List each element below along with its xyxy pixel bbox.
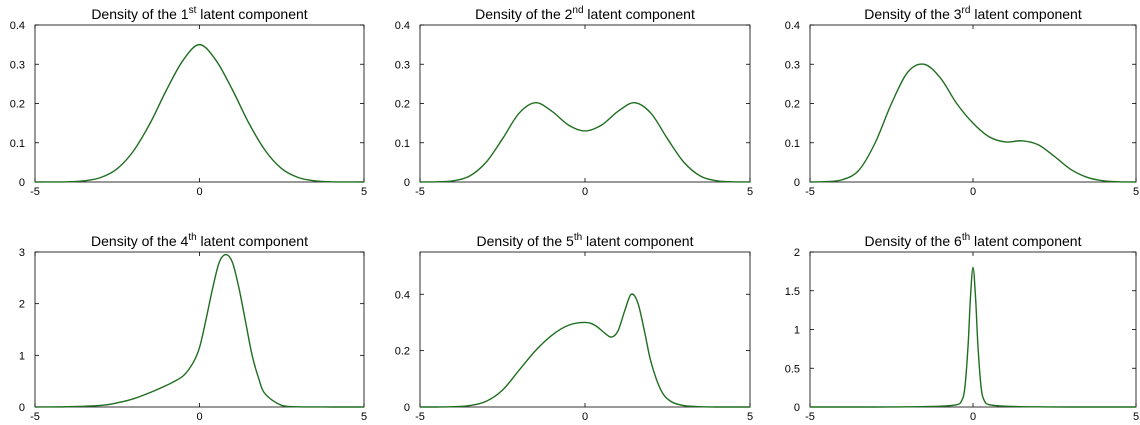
panel-6: Density of the 6th latent component -5 0 5 0… bbox=[785, 232, 1139, 423]
y-tick-label: 0 bbox=[794, 402, 800, 414]
x-tick-label: 0 bbox=[582, 411, 588, 423]
y-tick-label: 0.2 bbox=[785, 99, 800, 111]
title-text: latent component bbox=[970, 6, 1081, 22]
density-curve bbox=[34, 253, 364, 408]
y-tick-label: 0.1 bbox=[10, 138, 25, 150]
panel-title: Density of the 1st latent component bbox=[91, 5, 307, 22]
title-text: latent component bbox=[196, 6, 307, 22]
y-tick-label: 3 bbox=[19, 247, 25, 259]
panel-title: Density of the 4th latent component bbox=[91, 232, 308, 249]
x-tick-label: 5 bbox=[1133, 186, 1139, 198]
x-tick-label: 0 bbox=[196, 411, 202, 423]
panel-5: Density of the 5th latent component -5 0 5 0… bbox=[395, 232, 753, 423]
title-superscript: th bbox=[962, 232, 970, 243]
title-superscript: st bbox=[189, 5, 197, 16]
title-text: Density of the 1 bbox=[91, 6, 188, 22]
y-tick-label: 0.1 bbox=[395, 138, 410, 150]
title-text: Density of the 2 bbox=[475, 6, 572, 22]
y-tick-label: 1 bbox=[794, 325, 800, 337]
x-tick-label: 0 bbox=[196, 186, 202, 198]
x-tick-label: 0 bbox=[970, 411, 976, 423]
y-tick-label: 0.3 bbox=[10, 59, 25, 71]
y-tick-label: 0.5 bbox=[785, 363, 800, 375]
y-tick-label: 1.5 bbox=[785, 286, 800, 298]
x-tick-label: -5 bbox=[415, 186, 425, 198]
panel-3: Density of the 3rd latent component -5 0 5 0… bbox=[785, 5, 1139, 198]
y-tick-label: 0.4 bbox=[785, 20, 800, 32]
y-tick-label: 0.2 bbox=[395, 99, 410, 111]
axes-box bbox=[34, 24, 365, 183]
y-tick-label: 0.3 bbox=[395, 59, 410, 71]
axes-box bbox=[809, 251, 1137, 408]
density-curve bbox=[419, 102, 751, 183]
y-tick-label: 0.4 bbox=[395, 20, 410, 32]
density-curve bbox=[34, 43, 365, 183]
y-tick-label: 0.4 bbox=[10, 20, 25, 32]
y-tick-label: 0.2 bbox=[10, 99, 25, 111]
title-text: Density of the 6 bbox=[865, 233, 962, 249]
y-tick-label: 0.1 bbox=[785, 138, 800, 150]
y-tick-label: 0 bbox=[19, 177, 25, 189]
panel-4: Density of the 4th latent component -5 0 5 0… bbox=[19, 232, 367, 423]
title-text: Density of the 5 bbox=[477, 233, 574, 249]
y-tick-label: 0 bbox=[404, 177, 410, 189]
x-tick-label: 5 bbox=[361, 186, 367, 198]
y-tick-label: 1 bbox=[19, 350, 25, 362]
y-tick-label: 0.3 bbox=[785, 59, 800, 71]
panel-1: Density of the 1st latent component -5 0 5 0… bbox=[10, 5, 367, 198]
title-text: latent component bbox=[584, 6, 695, 22]
title-text: Density of the 3 bbox=[864, 6, 961, 22]
title-superscript: th bbox=[574, 232, 582, 243]
x-tick-label: 0 bbox=[582, 186, 588, 198]
x-tick-label: -5 bbox=[30, 411, 40, 423]
title-superscript: th bbox=[188, 232, 196, 243]
title-superscript: rd bbox=[962, 5, 971, 16]
axes-box bbox=[34, 251, 365, 408]
panel-title: Density of the 6th latent component bbox=[865, 232, 1082, 249]
density-curve bbox=[809, 266, 1136, 408]
panel-2: Density of the 2nd latent component -5 0 5 0… bbox=[395, 5, 753, 198]
panel-title: Density of the 3rd latent component bbox=[864, 5, 1082, 22]
title-superscript: nd bbox=[572, 5, 583, 16]
x-tick-label: 5 bbox=[361, 411, 367, 423]
axes-box bbox=[809, 24, 1137, 183]
y-tick-label: 0 bbox=[404, 402, 410, 414]
title-text: Density of the 4 bbox=[91, 233, 188, 249]
density-curve bbox=[419, 293, 750, 408]
title-text: latent component bbox=[197, 233, 308, 249]
title-text: latent component bbox=[582, 233, 693, 249]
y-tick-label: 2 bbox=[794, 247, 800, 259]
x-tick-label: 0 bbox=[970, 186, 976, 198]
x-tick-label: -5 bbox=[805, 411, 815, 423]
axes-box bbox=[419, 251, 751, 408]
axes-box bbox=[419, 24, 751, 183]
x-tick-label: 5 bbox=[1133, 411, 1139, 423]
y-tick-label: 0 bbox=[19, 402, 25, 414]
y-tick-label: 0.4 bbox=[395, 289, 410, 301]
y-tick-label: 0 bbox=[794, 177, 800, 189]
x-tick-label: -5 bbox=[30, 186, 40, 198]
panel-title: Density of the 2nd latent component bbox=[475, 5, 695, 22]
title-text: latent component bbox=[970, 233, 1081, 249]
density-curve bbox=[809, 63, 1137, 183]
y-tick-label: 0.2 bbox=[395, 346, 410, 358]
x-tick-label: -5 bbox=[805, 186, 815, 198]
x-tick-label: -5 bbox=[415, 411, 425, 423]
x-tick-label: 5 bbox=[747, 411, 753, 423]
y-tick-label: 2 bbox=[19, 299, 25, 311]
panel-title: Density of the 5th latent component bbox=[477, 232, 694, 249]
x-tick-label: 5 bbox=[747, 186, 753, 198]
